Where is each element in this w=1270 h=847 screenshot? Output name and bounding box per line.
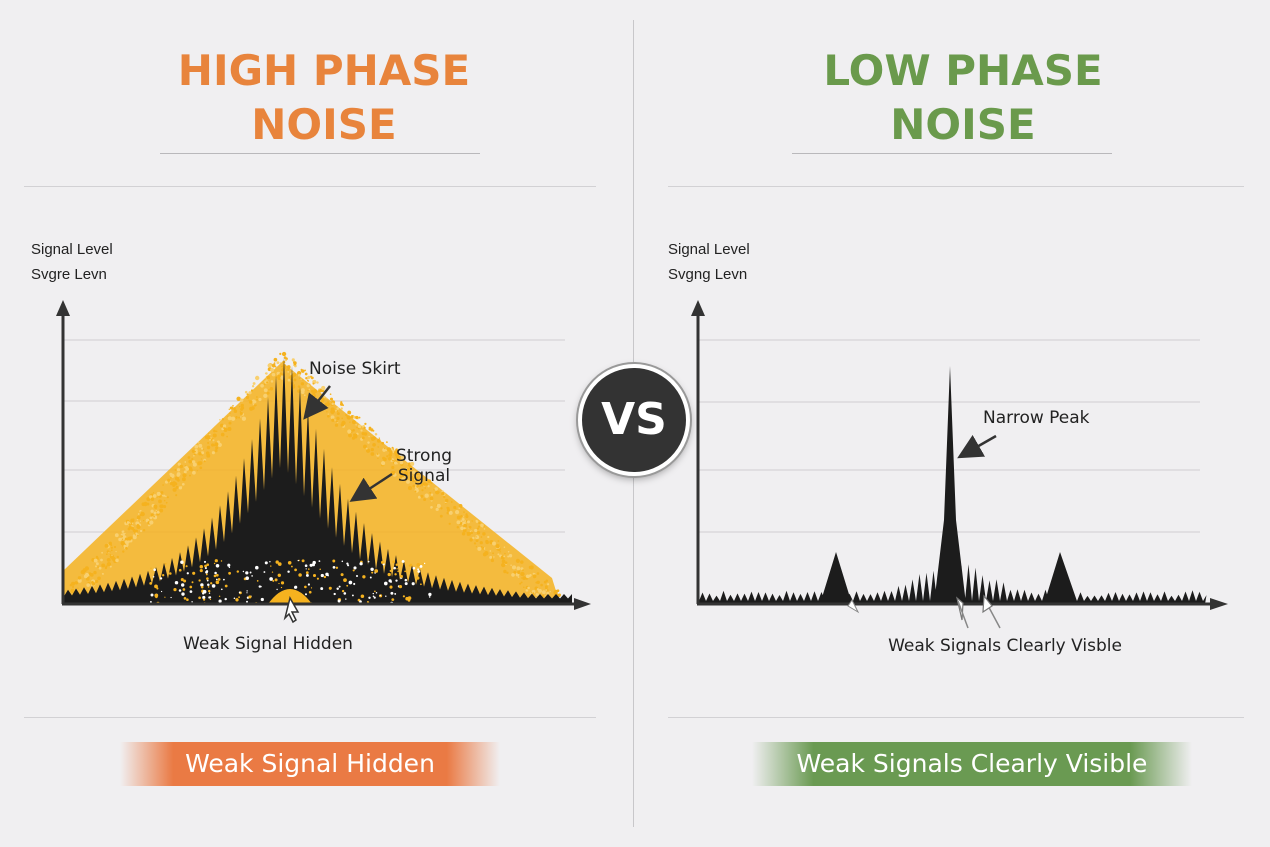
right-title-line1: LOW PHASE xyxy=(823,46,1103,95)
right-top-divider xyxy=(668,186,1244,187)
vs-badge: VS xyxy=(578,364,690,476)
left-y-axis-arrow xyxy=(56,300,70,316)
left-noise-skirt-label: Noise Skirt xyxy=(309,359,401,379)
left-ylabel-line1: Signal Level xyxy=(31,241,113,258)
right-weak-signals-label: Weak Signals Clearly Visble xyxy=(888,636,1122,656)
right-weak-arrow-1-line xyxy=(957,600,969,629)
left-bottom-divider xyxy=(24,717,596,718)
left-strong-signal-arrow xyxy=(349,472,393,502)
left-title-line2: NOISE xyxy=(251,100,397,149)
left-ylabel-line2: Svgre Levn xyxy=(31,266,107,283)
right-title-underline xyxy=(792,153,1112,154)
right-weak-signal-marker-icon xyxy=(847,599,860,614)
right-weak-arrow-2-icon xyxy=(982,594,993,614)
right-ylabel-line2: Svgng Levn xyxy=(668,266,748,283)
right-signal-spectrum xyxy=(699,366,1207,604)
right-ylabel-line1: Signal Level xyxy=(668,241,750,258)
left-top-divider xyxy=(24,186,596,187)
right-summary-banner: Weak Signals Clearly Visible xyxy=(752,742,1192,786)
left-title-line1: HIGH PHASE xyxy=(177,46,471,95)
right-y-axis-arrow xyxy=(691,300,705,316)
left-strong-signal-label: Strong Signal xyxy=(384,446,464,486)
left-x-axis-arrow xyxy=(574,598,591,610)
left-strong-signal-line1: Strong xyxy=(395,446,453,466)
left-weak-signal-pointer-icon xyxy=(283,596,300,624)
right-bottom-divider xyxy=(668,717,1244,718)
left-summary-banner: Weak Signal Hidden xyxy=(120,742,500,786)
right-title-line2: NOISE xyxy=(890,100,1036,149)
left-noise-skirt-arrow xyxy=(303,385,331,420)
left-title-underline xyxy=(160,153,480,154)
left-strong-signal-line2: Signal xyxy=(397,466,451,486)
right-x-axis-arrow xyxy=(1210,598,1228,610)
right-title: LOW PHASE NOISE xyxy=(703,44,1223,152)
right-narrow-peak-label: Narrow Peak xyxy=(983,408,1090,428)
left-title: HIGH PHASE NOISE xyxy=(64,44,584,152)
left-weak-signal-label: Weak Signal Hidden xyxy=(183,634,353,654)
left-noise-skirt xyxy=(64,351,564,606)
right-narrow-peak-arrow xyxy=(957,434,997,459)
left-signal-spectrum xyxy=(64,357,572,604)
